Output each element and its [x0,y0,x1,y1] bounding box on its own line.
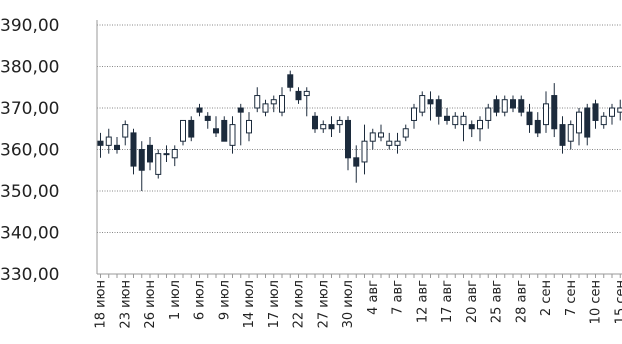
x-tick-label: 30 июл [341,280,356,328]
candle-body [518,99,525,113]
candle-body [427,99,434,105]
candle-body [270,99,277,105]
candle-body [567,124,574,142]
candle-body [617,107,622,113]
candle-body [213,128,219,134]
candle-body [147,144,153,163]
candle-body [138,149,145,171]
candle-body [246,119,252,134]
candle-body [114,144,120,151]
x-tick-label: 7 авг [391,280,406,315]
candle-body [559,124,566,146]
x-tick-label: 27 июл [316,280,331,328]
x-tick-label: 4 авг [366,280,381,315]
candle-body [287,74,294,88]
candle-body [452,115,459,126]
candle-body [279,95,285,113]
candle-body [592,103,599,121]
x-tick-label: 1 июл [168,280,183,320]
x-tick-label: 22 июл [292,280,307,328]
candle-body [501,99,508,113]
candle-body [460,115,467,126]
candle-body [609,107,615,117]
x-tick-label: 17 июл [267,280,282,328]
x-tick-label: 28 авг [514,280,529,323]
candle-body [534,119,541,134]
candle-body [163,153,170,156]
candle-body [369,132,376,142]
y-tick-label: 340,00 [0,224,59,244]
candle-body [378,132,384,138]
candle-body [312,115,318,130]
candle-body [584,107,591,138]
y-tick-label: 360,00 [0,141,59,161]
candle-body [130,132,137,167]
candle-body [353,157,360,167]
x-tick-label: 20 авг [465,280,480,323]
candle-body [97,140,104,146]
candle-body [345,119,351,159]
x-tick-label: 10 сен [589,280,604,324]
x-tick-label: 26 июн [143,280,158,329]
candle-body [477,119,483,130]
candle-body [386,140,393,146]
candle-body [254,95,261,109]
candle-body [155,153,162,175]
x-tick-label: 9 июл [217,280,232,320]
x-tick-label: 18 июн [94,280,109,329]
candle-body [196,107,203,113]
candle-body [526,111,533,126]
candle-body [262,103,269,113]
candle-body [336,119,343,126]
x-tick-label: 23 июн [118,280,133,329]
candle-body [303,90,310,97]
y-tick-label: 350,00 [0,182,59,202]
candle-body [295,90,302,101]
candle-body [361,140,368,163]
candle-body [204,115,211,121]
candle-body [419,95,426,113]
candle-body [122,124,129,138]
y-tick-label: 330,00 [0,265,59,285]
candle-body [485,107,492,121]
candle-body [444,115,450,121]
x-tick-label: 14 июл [242,280,257,328]
x-tick-label: 7 сен [564,280,579,316]
x-tick-label: 17 авг [440,280,455,323]
candle-body [237,107,244,113]
candle-body [221,119,228,142]
y-tick-label: 380,00 [0,58,59,78]
candle-body [551,95,558,130]
candle-body [576,111,582,134]
candle-body [435,99,442,117]
x-tick-label: 6 июл [193,280,208,320]
candle-body [180,119,186,142]
y-tick-label: 390,00 [0,16,59,36]
candle-body [468,124,475,130]
x-tick-label: 25 авг [490,280,505,323]
candle-body [229,124,236,146]
x-tick-label: 15 сен [613,280,622,324]
candle-body [411,107,417,121]
candle-body [543,103,549,126]
y-tick-label: 370,00 [0,99,59,119]
candle-body [171,149,178,159]
x-tick-label: 12 авг [415,280,430,323]
candle-body [510,99,516,109]
candle-body [493,99,500,113]
candle-body [105,136,112,146]
candle-body [328,124,335,130]
candle-body [600,115,607,126]
candle-body [402,128,409,138]
candle-body [394,140,401,146]
x-tick-label: 2 сен [539,280,554,316]
candle-body [320,124,327,130]
candle-body [188,119,195,138]
